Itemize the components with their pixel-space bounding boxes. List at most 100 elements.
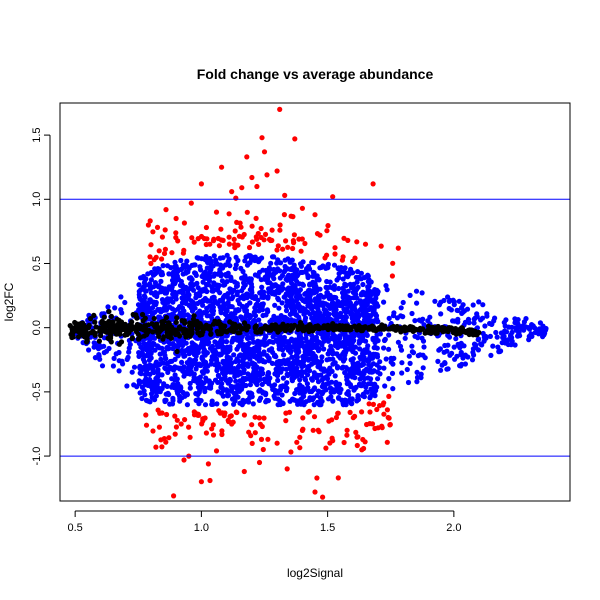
blue-point bbox=[145, 271, 151, 277]
black-point bbox=[253, 323, 259, 329]
blue-point bbox=[452, 356, 458, 362]
blue-point bbox=[225, 357, 231, 363]
blue-point bbox=[270, 334, 276, 340]
blue-point bbox=[263, 276, 269, 282]
black-point bbox=[244, 327, 250, 333]
black-point bbox=[86, 322, 92, 328]
blue-point bbox=[332, 373, 338, 379]
blue-point bbox=[159, 385, 165, 392]
blue-point bbox=[264, 341, 270, 347]
blue-point bbox=[162, 290, 168, 296]
blue-point bbox=[354, 279, 360, 285]
black-point bbox=[354, 327, 360, 333]
x-tick-label: 0.5 bbox=[68, 522, 83, 534]
red-point bbox=[254, 183, 260, 190]
blue-point bbox=[280, 281, 286, 287]
red-point bbox=[249, 239, 255, 245]
blue-point bbox=[382, 336, 388, 342]
blue-point bbox=[174, 376, 180, 382]
red-point bbox=[249, 440, 255, 446]
blue-point bbox=[386, 346, 392, 352]
red-point bbox=[195, 236, 201, 242]
red-point bbox=[162, 227, 168, 233]
x-axis-label: log2Signal bbox=[287, 566, 343, 580]
blue-point bbox=[381, 299, 387, 305]
blue-point bbox=[256, 345, 262, 351]
red-point bbox=[187, 434, 193, 440]
red-point bbox=[367, 421, 373, 427]
blue-point bbox=[326, 303, 332, 309]
blue-point bbox=[172, 372, 178, 378]
blue-point bbox=[202, 286, 208, 292]
blue-point bbox=[141, 388, 147, 394]
blue-point bbox=[487, 333, 493, 339]
blue-point bbox=[406, 353, 412, 359]
red-point bbox=[249, 174, 255, 181]
red-point bbox=[288, 449, 294, 455]
blue-point bbox=[178, 266, 184, 273]
red-point bbox=[203, 224, 209, 231]
blue-point bbox=[236, 353, 242, 359]
blue-point bbox=[157, 361, 163, 367]
blue-point bbox=[240, 364, 246, 370]
blue-point bbox=[199, 273, 205, 279]
red-point bbox=[181, 220, 187, 226]
blue-point bbox=[149, 335, 155, 341]
blue-point bbox=[261, 351, 267, 357]
black-point bbox=[325, 324, 331, 330]
blue-point bbox=[515, 317, 521, 323]
blue-point bbox=[409, 310, 415, 317]
blue-point bbox=[294, 360, 300, 367]
blue-point bbox=[266, 286, 272, 292]
blue-point bbox=[129, 369, 135, 375]
blue-point bbox=[143, 397, 150, 403]
red-point bbox=[178, 421, 184, 427]
black-point bbox=[394, 324, 400, 331]
black-point bbox=[113, 329, 119, 335]
blue-point bbox=[503, 329, 510, 335]
black-point bbox=[183, 327, 190, 333]
blue-point bbox=[410, 350, 417, 356]
blue-point bbox=[152, 270, 158, 276]
blue-point bbox=[494, 334, 500, 340]
red-point bbox=[377, 403, 383, 409]
blue-point bbox=[171, 269, 177, 275]
red-point bbox=[333, 414, 339, 421]
blue-point bbox=[432, 298, 438, 304]
blue-point bbox=[291, 264, 297, 271]
blue-point bbox=[398, 305, 404, 311]
blue-point bbox=[364, 296, 371, 302]
blue-point bbox=[369, 392, 375, 398]
blue-point bbox=[263, 334, 269, 340]
blue-point bbox=[529, 333, 535, 339]
blue-point bbox=[517, 323, 523, 329]
blue-point bbox=[223, 339, 230, 345]
blue-point bbox=[445, 342, 451, 348]
blue-point bbox=[228, 311, 234, 317]
reference-lines bbox=[60, 198, 570, 457]
blue-point bbox=[322, 301, 329, 307]
red-point bbox=[171, 493, 177, 499]
blue-point bbox=[349, 339, 356, 345]
red-point bbox=[264, 172, 270, 178]
blue-point bbox=[218, 384, 224, 390]
red-point bbox=[374, 406, 380, 413]
blue-point bbox=[509, 324, 515, 330]
blue-point bbox=[199, 355, 205, 361]
red-point bbox=[241, 231, 247, 238]
blue-point bbox=[202, 365, 208, 371]
red-point bbox=[161, 250, 168, 257]
blue-point bbox=[263, 399, 269, 405]
blue-point bbox=[140, 285, 146, 291]
blue-point bbox=[355, 366, 361, 372]
blue-point bbox=[193, 391, 199, 397]
red-point bbox=[210, 238, 217, 244]
blue-point bbox=[95, 346, 102, 352]
red-point bbox=[288, 213, 294, 219]
blue-point bbox=[310, 269, 316, 275]
black-point bbox=[145, 322, 151, 328]
blue-point bbox=[361, 368, 367, 374]
blue-point bbox=[247, 382, 253, 388]
red-point bbox=[210, 422, 216, 428]
blue-point bbox=[158, 356, 164, 362]
